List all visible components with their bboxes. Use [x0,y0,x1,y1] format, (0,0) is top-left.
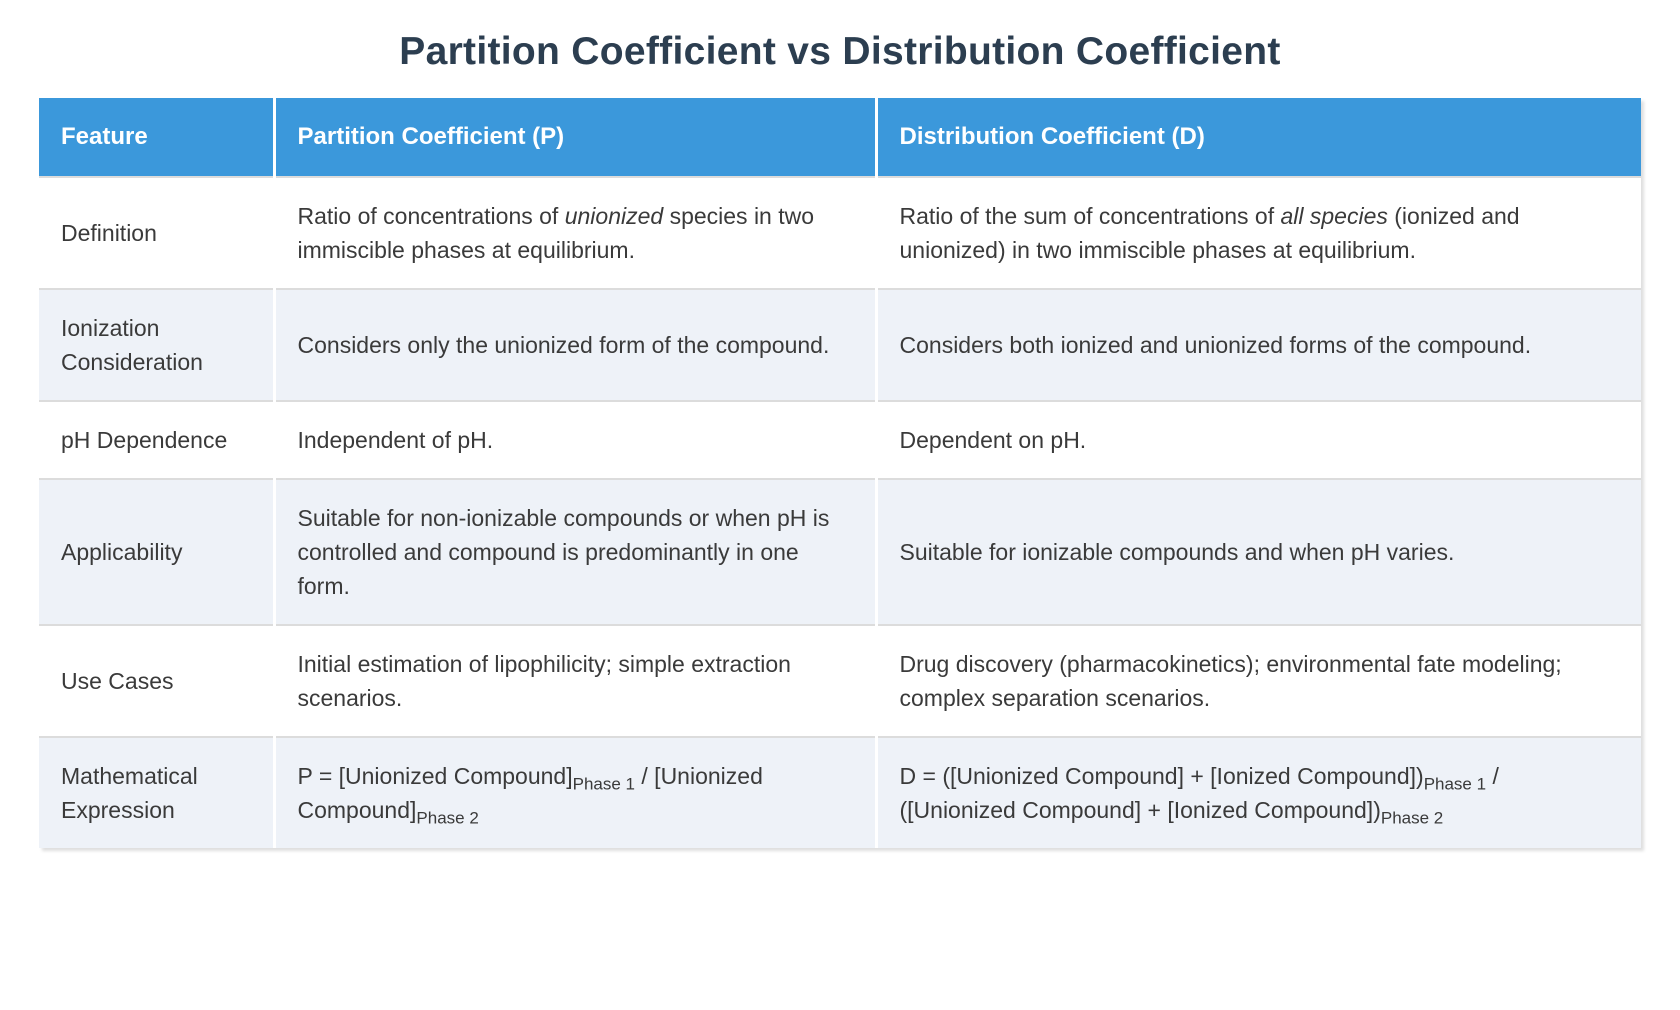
header-row: Feature Partition Coefficient (P) Distri… [39,98,1641,177]
page-title: Partition Coefficient vs Distribution Co… [399,30,1281,73]
partition-cell: Initial estimation of lipophilicity; sim… [272,624,876,737]
row-use-cases: Use Cases Initial estimation of lipophil… [39,624,1641,737]
header-partition-coefficient: Partition Coefficient (P) [272,98,876,177]
feature-cell: Definition [39,176,274,289]
row-ionization-consideration: Ionization Consideration Considers only … [39,288,1641,401]
feature-cell: Ionization Consideration [39,288,274,401]
row-applicability: Applicability Suitable for non-ionizable… [39,478,1641,625]
feature-cell: Mathematical Expression [39,736,274,848]
distribution-cell: D = ([Unionized Compound] + [Ionized Com… [874,736,1641,848]
feature-cell: Use Cases [39,624,274,737]
row-mathematical-expression: Mathematical Expression P = [Unionized C… [39,736,1641,848]
distribution-cell: Considers both ionized and unionized for… [874,288,1641,401]
distribution-cell: Ratio of the sum of concentrations of al… [874,176,1641,289]
partition-cell: Ratio of concentrations of unionized spe… [272,176,876,289]
distribution-cell: Dependent on pH. [874,400,1641,479]
distribution-cell: Suitable for ionizable compounds and whe… [874,478,1641,625]
feature-cell: Applicability [39,478,274,625]
distribution-cell: Drug discovery (pharmacokinetics); envir… [874,624,1641,737]
partition-cell: Considers only the unionized form of the… [272,288,876,401]
header-distribution-coefficient: Distribution Coefficient (D) [874,98,1641,177]
row-ph-dependence: pH Dependence Independent of pH. Depende… [39,400,1641,479]
header-feature: Feature [39,98,274,177]
comparison-table-container: Feature Partition Coefficient (P) Distri… [39,98,1641,848]
partition-cell: Independent of pH. [272,400,876,479]
row-definition: Definition Ratio of concentrations of un… [39,176,1641,289]
partition-cell: P = [Unionized Compound]Phase 1 / [Union… [272,736,876,848]
partition-cell: Suitable for non-ionizable compounds or … [272,478,876,625]
comparison-table: Feature Partition Coefficient (P) Distri… [39,98,1641,848]
feature-cell: pH Dependence [39,400,274,479]
